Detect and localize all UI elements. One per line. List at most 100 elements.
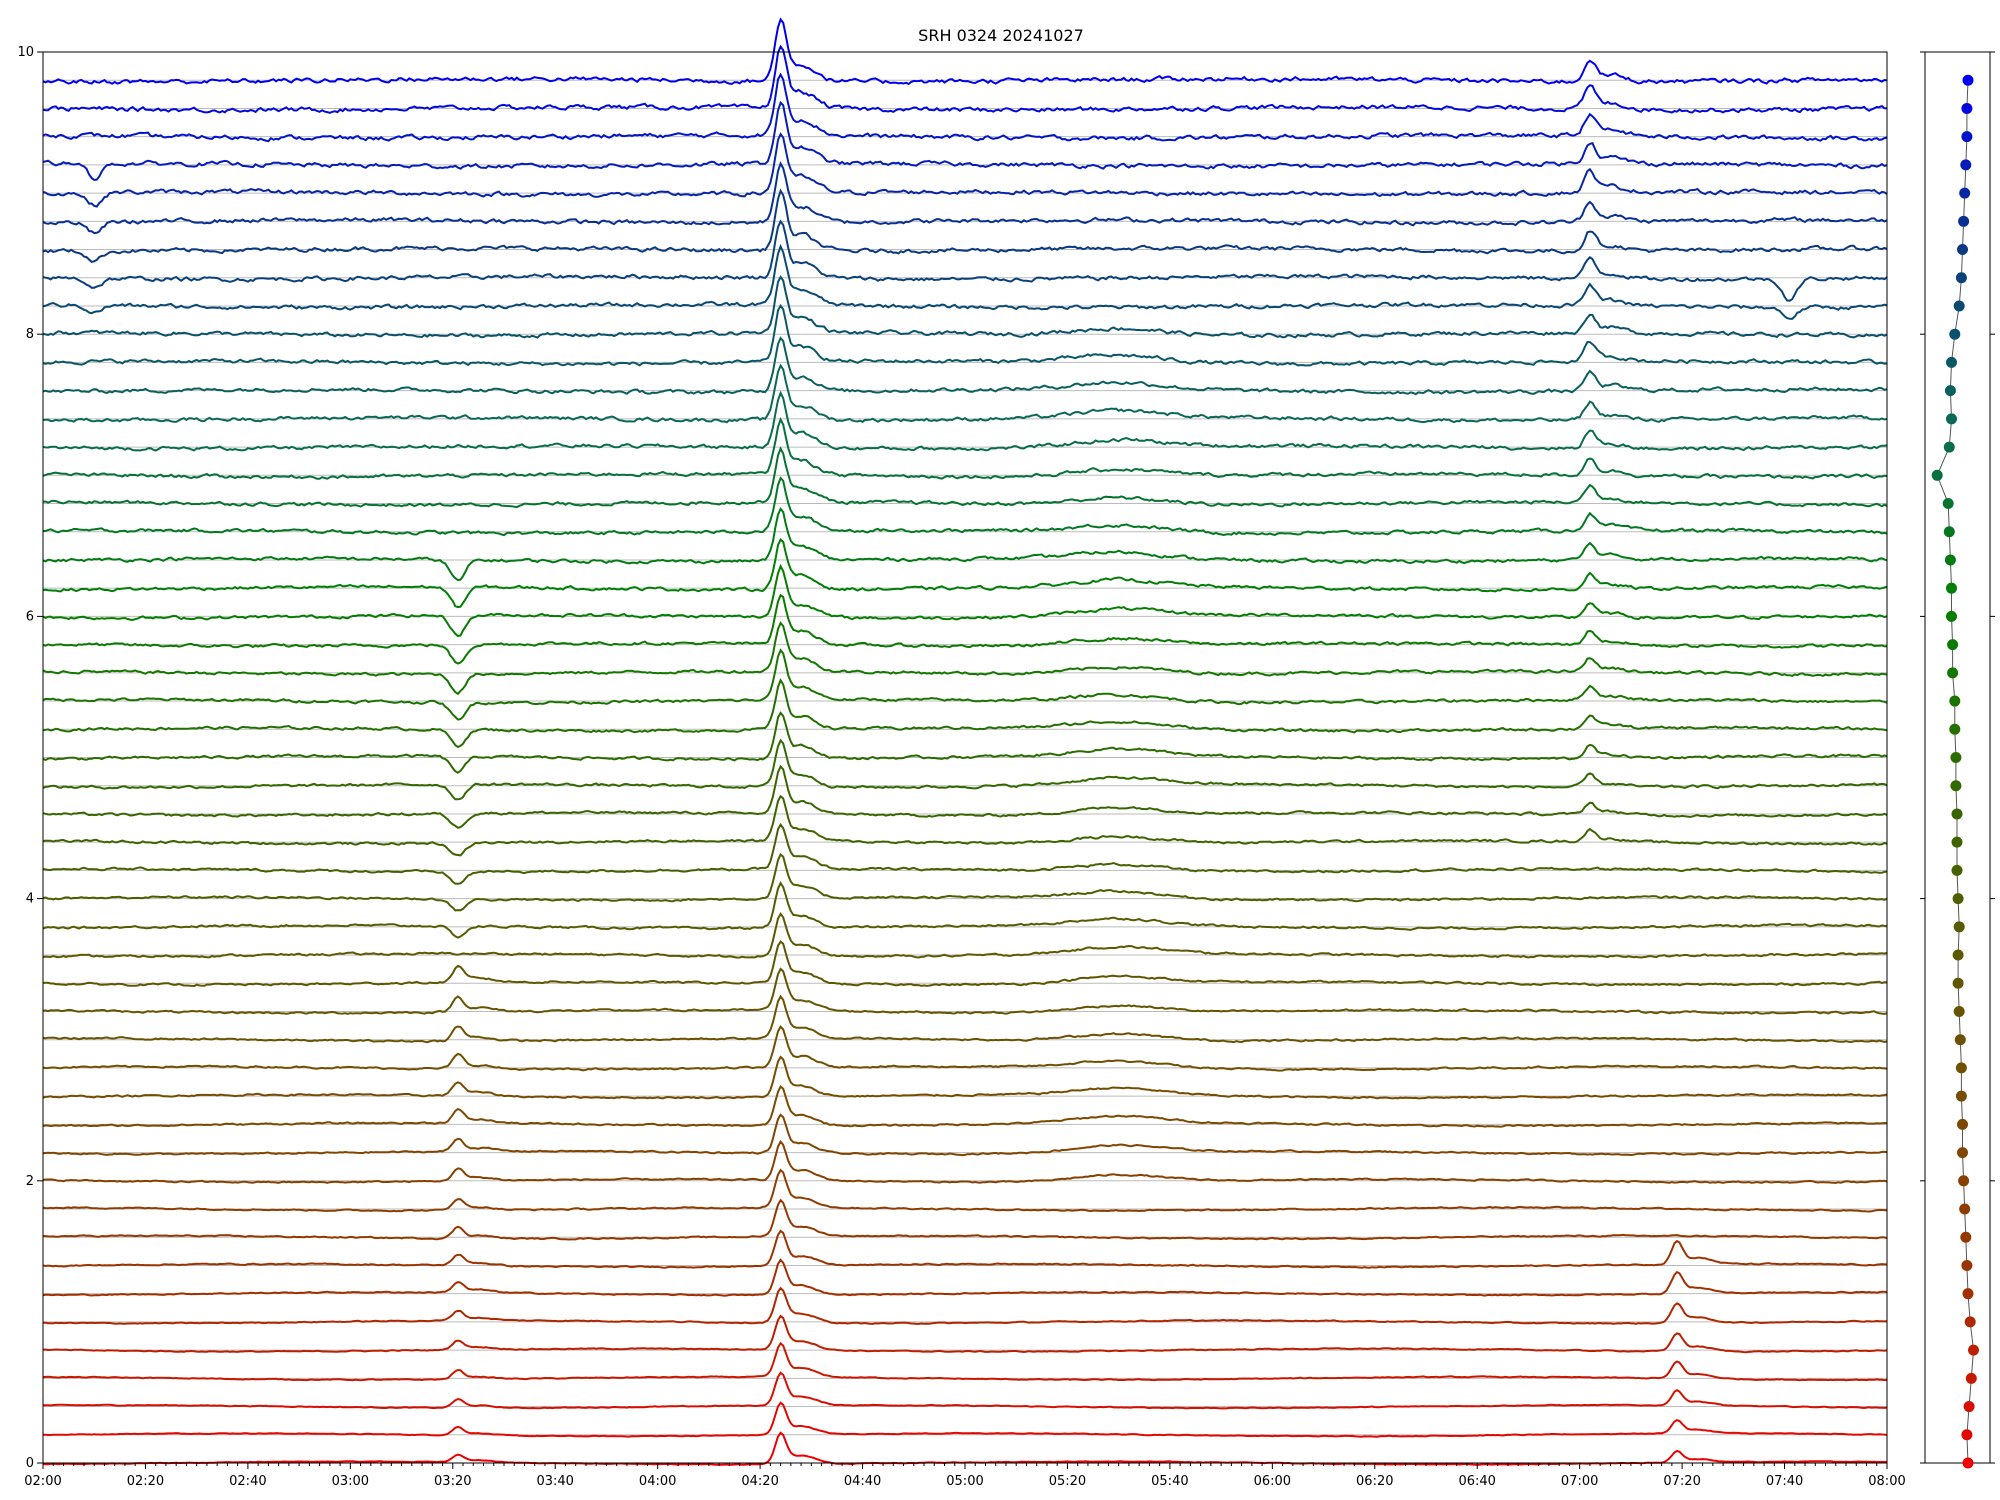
side-point (1962, 1457, 1974, 1469)
side-point (1950, 752, 1962, 763)
side-point (1953, 1005, 1965, 1017)
side-point (1944, 554, 1956, 566)
x-tick-label: 03:00 (332, 1474, 369, 1489)
trace-line (42, 1229, 1888, 1269)
side-point (1946, 610, 1957, 622)
side-point (1952, 949, 1964, 961)
side-point (1959, 187, 1971, 199)
trace-line (42, 1168, 1888, 1213)
side-point (1950, 780, 1962, 792)
trace-line (42, 1401, 1888, 1438)
trace-line (42, 507, 1888, 582)
trace-line (42, 822, 1888, 885)
trace-line (42, 1258, 1888, 1297)
x-tick-label: 04:40 (844, 1474, 881, 1489)
y-tick-label: 10 (17, 45, 34, 60)
trace-line (42, 1085, 1888, 1128)
side-point (1947, 667, 1959, 679)
side-point (1957, 1118, 1968, 1130)
side-point (1951, 836, 1963, 848)
trace-line (42, 853, 1888, 912)
side-point (1946, 582, 1957, 594)
trace-line (42, 1139, 1888, 1184)
side-point (1947, 639, 1959, 651)
x-tick-label: 06:40 (1458, 1474, 1495, 1489)
trace-line (42, 678, 1888, 749)
trace-line (42, 1055, 1888, 1100)
trace-line (42, 1341, 1888, 1382)
side-point (1946, 356, 1957, 368)
x-tick-label: 06:00 (1254, 1474, 1291, 1489)
side-point (1931, 469, 1943, 481)
side-point (1954, 1034, 1966, 1046)
trace-line (42, 72, 1888, 143)
side-point (1942, 498, 1954, 510)
side-point (1961, 1429, 1973, 1441)
side-point (1961, 1259, 1973, 1271)
side-point (1949, 695, 1961, 707)
trace-line (42, 1198, 1888, 1241)
trace-line (42, 764, 1888, 829)
side-point (1957, 244, 1968, 256)
side-point (1943, 526, 1955, 538)
x-tick-label: 05:40 (1151, 1474, 1188, 1489)
trace-line (42, 161, 1888, 235)
side-point (1946, 413, 1957, 425)
x-tick-label: 03:40 (536, 1474, 573, 1489)
trace-line (42, 1371, 1888, 1410)
side-point (1963, 1401, 1975, 1413)
side-point (1949, 723, 1961, 735)
trace-line (42, 390, 1888, 452)
trace-line (42, 243, 1888, 320)
x-tick-label: 05:20 (1049, 1474, 1086, 1489)
y-tick-label: 6 (26, 609, 34, 624)
x-tick-label: 03:20 (434, 1474, 471, 1489)
trace-line (42, 738, 1888, 801)
side-point (1949, 328, 1961, 340)
trace-line (42, 476, 1888, 537)
x-tick-label: 06:20 (1356, 1474, 1393, 1489)
side-point (1951, 864, 1963, 876)
side-point (1959, 1203, 1971, 1215)
side-point (1955, 272, 1967, 284)
trace-line (42, 17, 1888, 86)
chart-title: SRH 0324 20241027 (918, 26, 1084, 45)
y-tick-label: 4 (26, 892, 34, 907)
x-tick-label: 05:00 (946, 1474, 983, 1489)
trace-line (42, 912, 1888, 959)
trace-line (42, 100, 1888, 181)
trace-line (42, 537, 1888, 609)
axes: 02:00 02:20 02:40 03:00 03:20 03:40 04:00 04:20… (17, 45, 1905, 1489)
x-tick-label: 07:20 (1663, 1474, 1700, 1489)
trace-line (42, 648, 1888, 721)
side-point (1955, 1090, 1967, 1102)
trace-line (43, 1286, 1888, 1325)
side-point (1960, 1231, 1972, 1243)
side-point (1960, 159, 1972, 171)
trace-line (42, 794, 1888, 857)
side-point (1957, 1147, 1968, 1159)
side-point (1953, 921, 1965, 933)
trace-line (42, 44, 1888, 114)
side-point (1952, 977, 1964, 989)
side-point (1952, 893, 1964, 905)
trace-line (42, 219, 1888, 302)
side-point (1955, 1062, 1967, 1074)
trace-line (42, 994, 1888, 1044)
y-tick-label: 0 (26, 1456, 34, 1471)
x-tick-label: 07:00 (1561, 1474, 1598, 1489)
trace-line (42, 1025, 1888, 1072)
trace-line (42, 563, 1888, 638)
side-point (1944, 385, 1956, 397)
side-point (1953, 300, 1965, 312)
trace-line (42, 132, 1888, 208)
side-point (1958, 215, 1970, 227)
trace-line (42, 881, 1888, 939)
x-tick-label: 08:00 (1868, 1474, 1905, 1489)
side-point (1962, 74, 1974, 86)
y-tick-label: 2 (26, 1174, 34, 1189)
x-tick-label: 02:20 (127, 1474, 164, 1489)
side-point (1961, 131, 1973, 143)
